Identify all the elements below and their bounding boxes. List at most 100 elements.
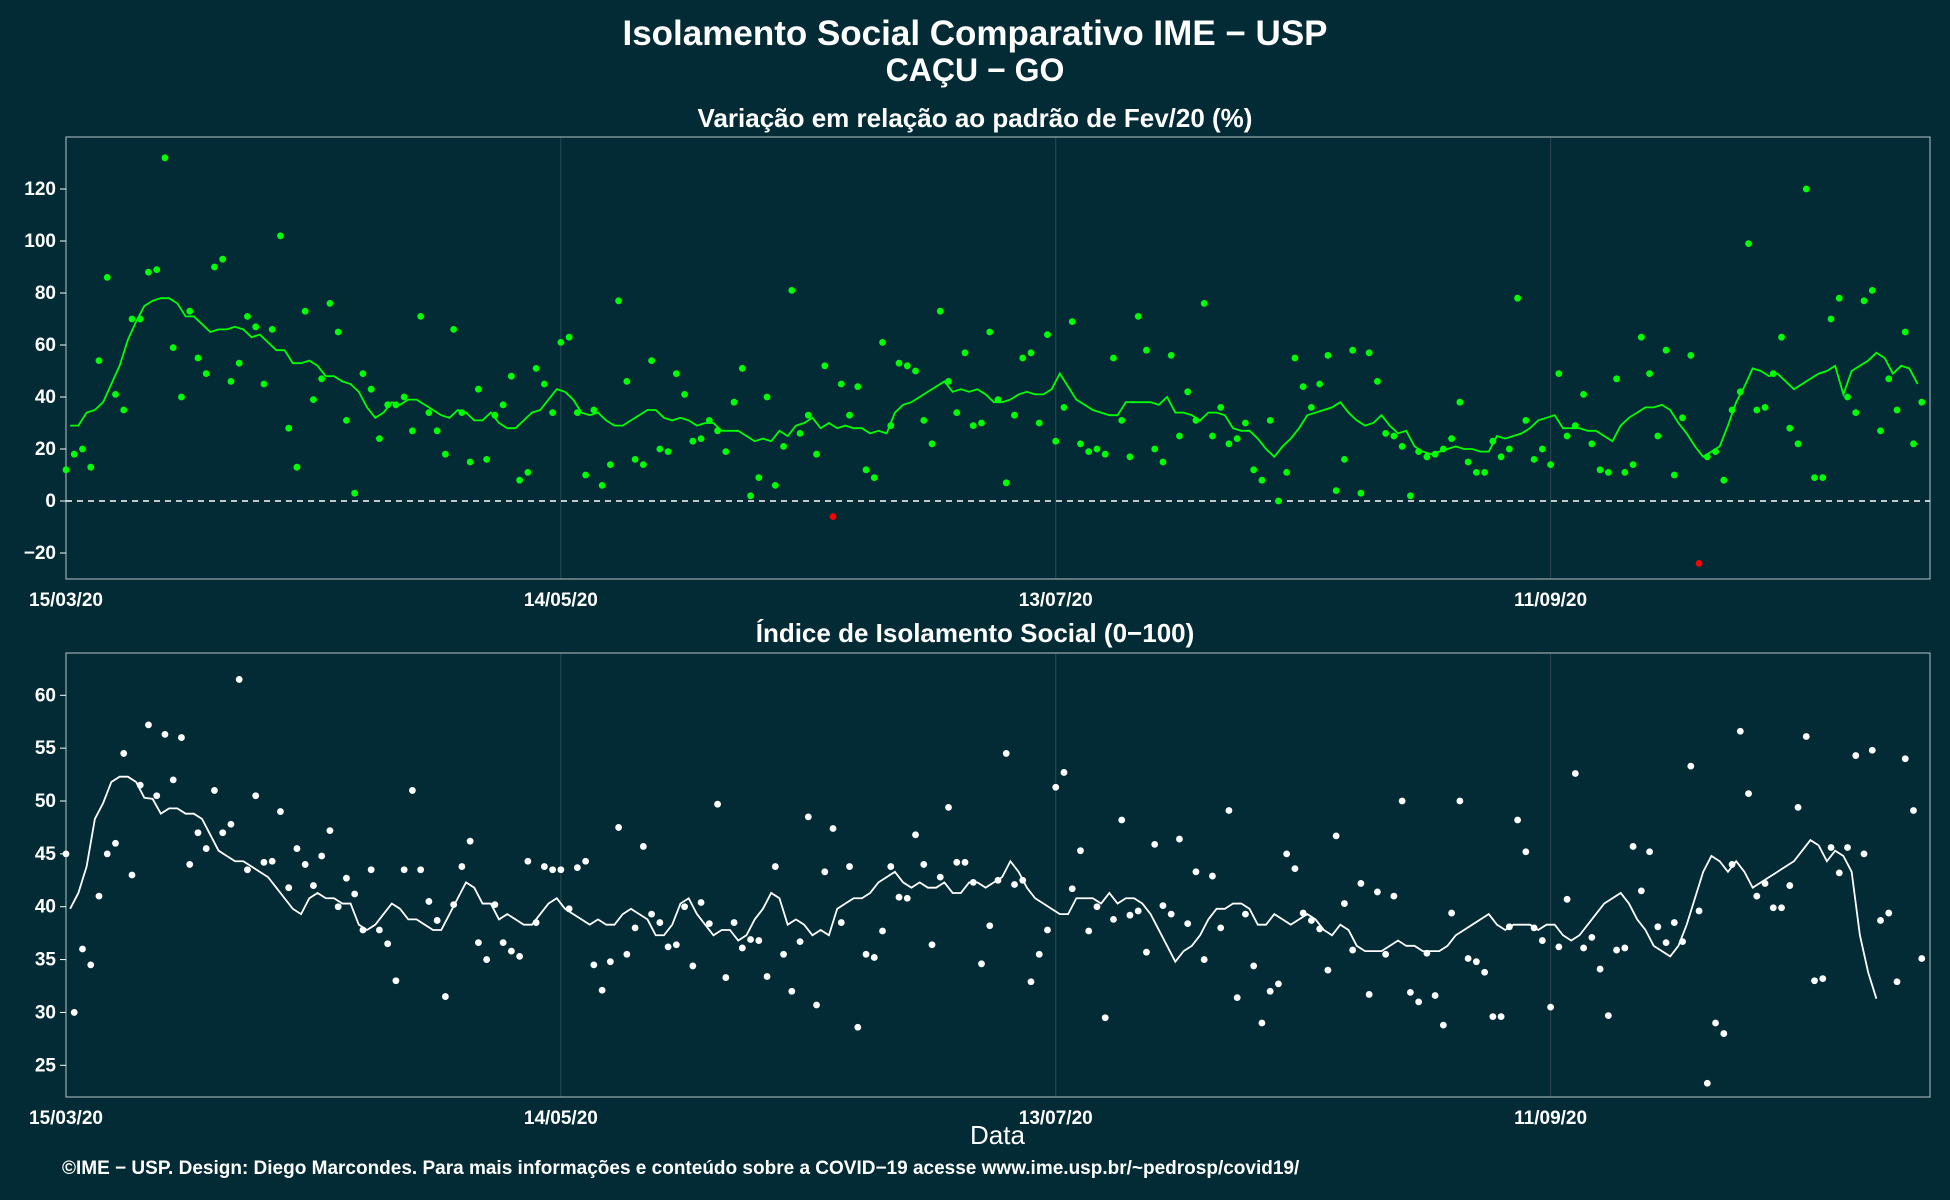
variation-data-point [722,448,730,455]
index-data-point [1901,755,1909,763]
index-data-point [1027,978,1035,986]
index-data-point [961,858,969,866]
variation-data-point [705,417,713,424]
index-y-tick-label: 35 [35,950,57,971]
variation-data-point [359,370,367,377]
index-data-point [1299,909,1307,917]
variation-data-point [961,349,969,357]
index-data-point [813,1001,820,1009]
variation-data-point [310,396,317,403]
variation-y-tick-label: −20 [24,543,56,564]
index-data-point [582,857,590,865]
index-data-point [821,868,829,876]
index-data-point [1431,992,1439,999]
index-data-point [804,813,812,821]
variation-data-point [1242,419,1249,427]
index-data-point [532,919,540,926]
index-data-point [128,871,136,879]
index-data-point [1844,844,1851,851]
variation-frame [65,136,1931,580]
variation-data-point [252,323,260,331]
variation-data-point [1464,458,1472,466]
variation-data-point [1728,406,1736,414]
index-data-point [1728,861,1736,868]
index-data-point [1778,904,1785,912]
index-data-point [1291,865,1299,873]
index-data-point [1002,750,1010,757]
variation-data-point [1910,440,1917,448]
index-data-point [1703,1079,1711,1087]
variation-data-point [219,255,227,263]
variation-data-point [1481,469,1489,476]
index-data-point [425,898,433,905]
variation-data-point [1530,456,1538,463]
x-axis-label: Data [970,1120,1025,1150]
index-x-tick-label: 14/05/20 [524,1108,598,1129]
variation-data-point [417,313,425,320]
index-data-point [1225,807,1233,814]
variation-data-point [598,482,606,489]
variation-data-point [1275,497,1282,505]
index-data-point [310,882,317,889]
variation-x-tick-label: 15/03/20 [29,590,103,611]
variation-data-point [606,461,614,468]
index-data-point [1522,848,1530,856]
variation-data-point [128,315,136,323]
index-data-point [301,861,309,868]
variation-y-tick-label: 100 [24,231,56,252]
index-data-point [1242,910,1249,918]
variation-data-point [211,263,218,271]
variation-data-point [1835,294,1843,302]
variation-data-point [1266,417,1274,424]
index-data-point [1736,727,1744,735]
index-data-point [1910,807,1917,814]
index-data-point [161,731,169,738]
variation-data-point [788,287,796,294]
variation-data-point [573,409,581,416]
index-data-point [1415,998,1423,1006]
index-data-point [1382,950,1390,958]
index-data-point [978,960,985,968]
index-data-point [1769,904,1777,912]
index-data-point [837,919,845,926]
variation-data-point [1753,406,1761,414]
index-data-point [120,750,128,757]
variation-data-point [458,409,466,416]
index-data-point [1085,927,1093,935]
variation-data-point [326,300,334,307]
variation-data-point [1654,432,1662,440]
variation-data-point [293,463,301,471]
index-data-point [1555,943,1563,951]
index-data-point [1275,980,1282,988]
index-data-point [392,977,400,985]
index-data-point [318,852,326,860]
variation-data-point [1819,474,1827,481]
variation-data-point [1621,469,1629,476]
index-data-point [1118,816,1126,824]
index-data-point [1918,955,1926,962]
variation-data-point [945,378,952,385]
index-data-point [458,863,466,870]
index-data-point [1852,752,1860,759]
variation-data-point [796,430,804,437]
index-data-point [112,839,119,847]
variation-data-point [1035,419,1043,427]
index-data-point [1505,923,1513,931]
variation-data-point [1901,328,1909,336]
index-data-point [70,1009,78,1016]
index-data-point [1571,770,1579,777]
variation-data-point [1769,370,1777,377]
index-data-point [1126,911,1134,919]
variation-data-point [95,357,103,364]
index-data-point [1068,885,1076,893]
variation-data-point [1885,375,1893,383]
variation-data-point [1852,409,1860,416]
variation-data-point [178,393,185,401]
index-data-point [400,866,408,874]
index-data-point [1472,958,1480,966]
variation-data-point [1431,450,1439,458]
index-data-point [136,781,144,789]
variation-data-point [837,380,845,388]
index-data-point [1794,803,1802,811]
index-data-point [441,993,449,1000]
